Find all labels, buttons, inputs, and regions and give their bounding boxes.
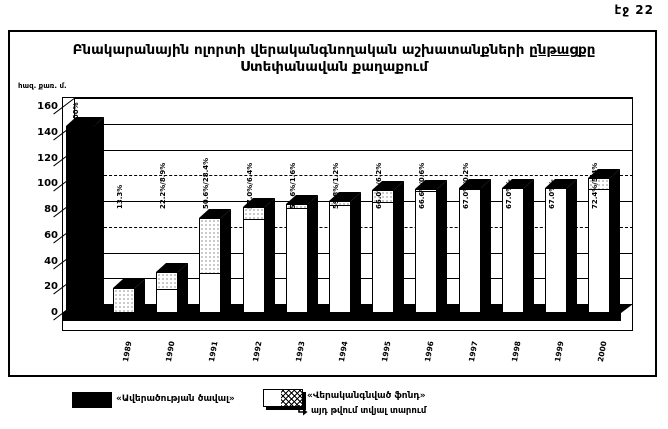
- y-axis-label-80: 80: [44, 204, 58, 215]
- bar-value-label-2000: 72.4%/5.4%: [591, 162, 600, 209]
- bar-group-1991-side: [221, 209, 232, 313]
- y-axis-label-60: 60: [44, 229, 58, 241]
- y-axis-label-160: 160: [37, 101, 58, 112]
- bar-group-1989: [113, 288, 135, 314]
- x-axis-label-1993: 1993: [293, 340, 307, 363]
- x-axis-label-1992: 1992: [250, 340, 264, 363]
- legend-swatch-destroyed: [72, 392, 112, 408]
- chart-legend: «Ավերածության ծավալ» «Վերականգնված ֆոնդ»…: [0, 384, 668, 429]
- bar-group-1999: [545, 187, 567, 313]
- bar-year-increment-1996: [416, 189, 437, 191]
- legend-swatch-hatch: [281, 390, 302, 406]
- bar-segment-divider-2000: [589, 188, 610, 190]
- bar-segment-divider-1990: [157, 289, 178, 291]
- bar-group-2000: [588, 177, 611, 313]
- chart-floor-front: [62, 313, 621, 321]
- bar-year-increment-1992: [243, 207, 264, 220]
- x-axis-label-1997: 1997: [466, 340, 480, 363]
- bar-segment-divider-1991: [200, 272, 221, 274]
- bar-group-1998: [501, 187, 524, 313]
- bar-group-1991: [199, 218, 222, 313]
- bar-group-1990: [156, 271, 179, 313]
- page-number-label: էջ 22: [614, 3, 654, 17]
- bar-segment-divider-1993: [286, 207, 307, 209]
- bar-value-label-1990: 22.2%/8.9%: [159, 162, 168, 209]
- bar-value-label-1999: 67.0%/-: [548, 179, 556, 209]
- bar-destroyed-volume: [66, 126, 94, 313]
- bar-year-increment-1991: [200, 219, 221, 273]
- x-axis-label-1996: 1996: [423, 340, 436, 363]
- bar-year-increment-1993: [286, 204, 307, 208]
- gridline-160: [74, 98, 633, 99]
- bar-group-1994: [329, 201, 351, 313]
- bar-group-2000-side: [610, 168, 621, 313]
- bar-year-increment-1994: [330, 202, 350, 205]
- bar-value-label-1996: 66.6%/0.6%: [418, 162, 427, 209]
- bar-value-label-1998: 67.0%/-: [504, 179, 513, 209]
- legend-label-destroyed: «Ավերածության ծավալ»: [116, 394, 235, 404]
- chart-title-line2: Ստեփանավան քաղաքում: [240, 59, 428, 75]
- legend-swatch-restored: [263, 389, 303, 407]
- bar-year-increment-2000: [589, 178, 610, 189]
- y-axis-label-140: 140: [37, 126, 58, 138]
- bar-segment-divider-1995: [373, 202, 394, 204]
- bar-value-label-1995: 66.0%/6.2%: [375, 162, 384, 209]
- x-axis-label-1991: 1991: [207, 340, 220, 363]
- bar-group-1999-side: [567, 178, 577, 313]
- x-axis-label-2000: 2000: [596, 340, 609, 363]
- legend-label-year-portion: այդ թվում տվյալ տարում: [297, 405, 426, 416]
- chart-title-line1: Բնակարանային ոլորտի վերականգնողական աշխա…: [72, 42, 525, 58]
- gridline-100: [74, 175, 633, 177]
- bar-value-label-1994: 59.8%/1.2%: [332, 162, 340, 209]
- bar-segment-divider-1996: [416, 190, 437, 192]
- y-axis-unit-label: հազ. քառ. մ.: [18, 82, 67, 90]
- bar-segment-divider-1997: [459, 189, 480, 191]
- bar-group-1992-side: [264, 197, 275, 313]
- chart-title: Բնակարանային ոլորտի վերականգնողական աշխա…: [40, 42, 628, 76]
- bar-group-1993-side: [307, 194, 318, 313]
- bar-year-increment-1990: [157, 272, 178, 290]
- bar-group-1995: [372, 189, 395, 313]
- y-axis-label-120: 120: [37, 152, 58, 164]
- bar-value-label-1989: 13.3%: [116, 184, 124, 209]
- gridline-140: [74, 123, 633, 125]
- x-axis-label-1995: 1995: [380, 340, 393, 363]
- bar-value-label-1991: 50.6%/28.4%: [202, 157, 211, 209]
- bar-group-1997-side: [480, 178, 491, 313]
- bar-value-label-destroyed: 100%: [72, 102, 80, 125]
- x-axis-label-1989: 1989: [121, 340, 134, 363]
- y-axis-label-0: 0: [51, 307, 58, 318]
- x-axis-label-1994: 1994: [337, 340, 350, 363]
- bar-value-label-1992: 57.0%/6.4%: [245, 162, 254, 209]
- gridline-120: [74, 149, 633, 151]
- plot-area-frame: [62, 97, 633, 331]
- x-axis-label-1990: 1990: [164, 340, 177, 363]
- bar-year-increment-1989: [114, 289, 134, 314]
- y-axis-label-100: 100: [37, 178, 58, 190]
- corner-arrow-icon: [298, 405, 308, 416]
- bar-value-label-1997: 67.0%/0.2%: [461, 162, 470, 209]
- y-axis-label-20: 20: [44, 281, 58, 293]
- bar-destroyed-volume-side: [94, 117, 104, 313]
- bar-value-label-1993: 58.6%/1.6%: [288, 162, 297, 209]
- bar-group-1995-side: [394, 180, 405, 313]
- y-axis-label-40: 40: [44, 255, 58, 267]
- bar-group-1998-side: [523, 178, 534, 313]
- bar-group-1996-side: [437, 179, 448, 313]
- bar-segment-divider-1992: [243, 219, 264, 221]
- chart-outer-frame: [8, 30, 657, 377]
- bar-group-1996: [415, 188, 438, 313]
- bar-group-1997: [458, 187, 481, 313]
- legend-label-restored-fund: «Վերականգնված ֆոնդ»: [307, 391, 426, 401]
- x-axis-label-1999: 1999: [553, 340, 566, 363]
- bar-year-increment-1995: [373, 190, 394, 203]
- bar-segment-divider-1994: [330, 204, 350, 206]
- bar-group-1993: [285, 203, 308, 313]
- bar-group-1992: [242, 206, 265, 313]
- bar-group-1994-side: [351, 192, 361, 313]
- chart-title-line1-underlined: ընթացքը: [529, 42, 596, 58]
- x-axis-label-1998: 1998: [509, 340, 523, 363]
